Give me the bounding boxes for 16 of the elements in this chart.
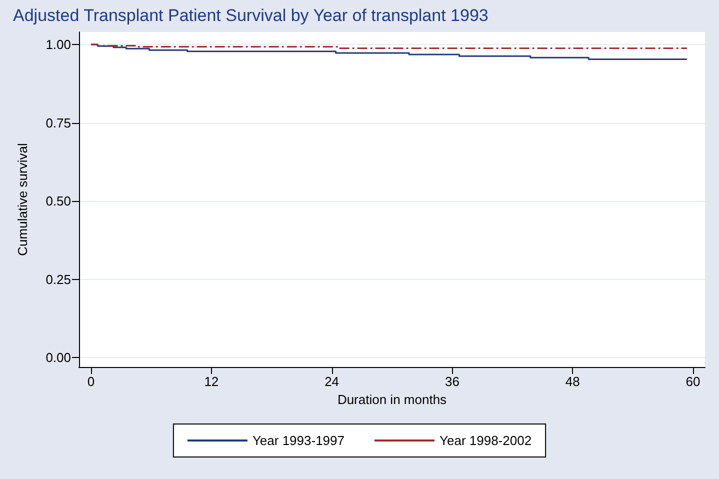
x-tick-label: 24 [324, 374, 340, 389]
legend-label: Year 1998-2002 [440, 433, 532, 448]
x-tick-label: 60 [686, 374, 700, 389]
y-tick-label: 0.25 [46, 272, 71, 287]
x-tick-label: 36 [444, 374, 460, 389]
x-tick-label: 12 [204, 374, 219, 389]
y-axis-title: Cumulative survival [15, 143, 30, 256]
y-tick-label: 0.75 [46, 115, 71, 130]
x-axis-title: Duration in months [337, 392, 448, 407]
y-tick-label: 1.00 [46, 37, 71, 52]
legend-label: Year 1993-1997 [252, 433, 345, 448]
chart-title: Adjusted Transplant Patient Survival by Year of transplant 1993 [13, 6, 488, 25]
x-tick-label: 0 [87, 374, 95, 389]
y-tick-label: 0.50 [46, 194, 71, 209]
y-tick-label: 0.00 [46, 350, 71, 366]
x-tick-label: 48 [565, 374, 580, 389]
